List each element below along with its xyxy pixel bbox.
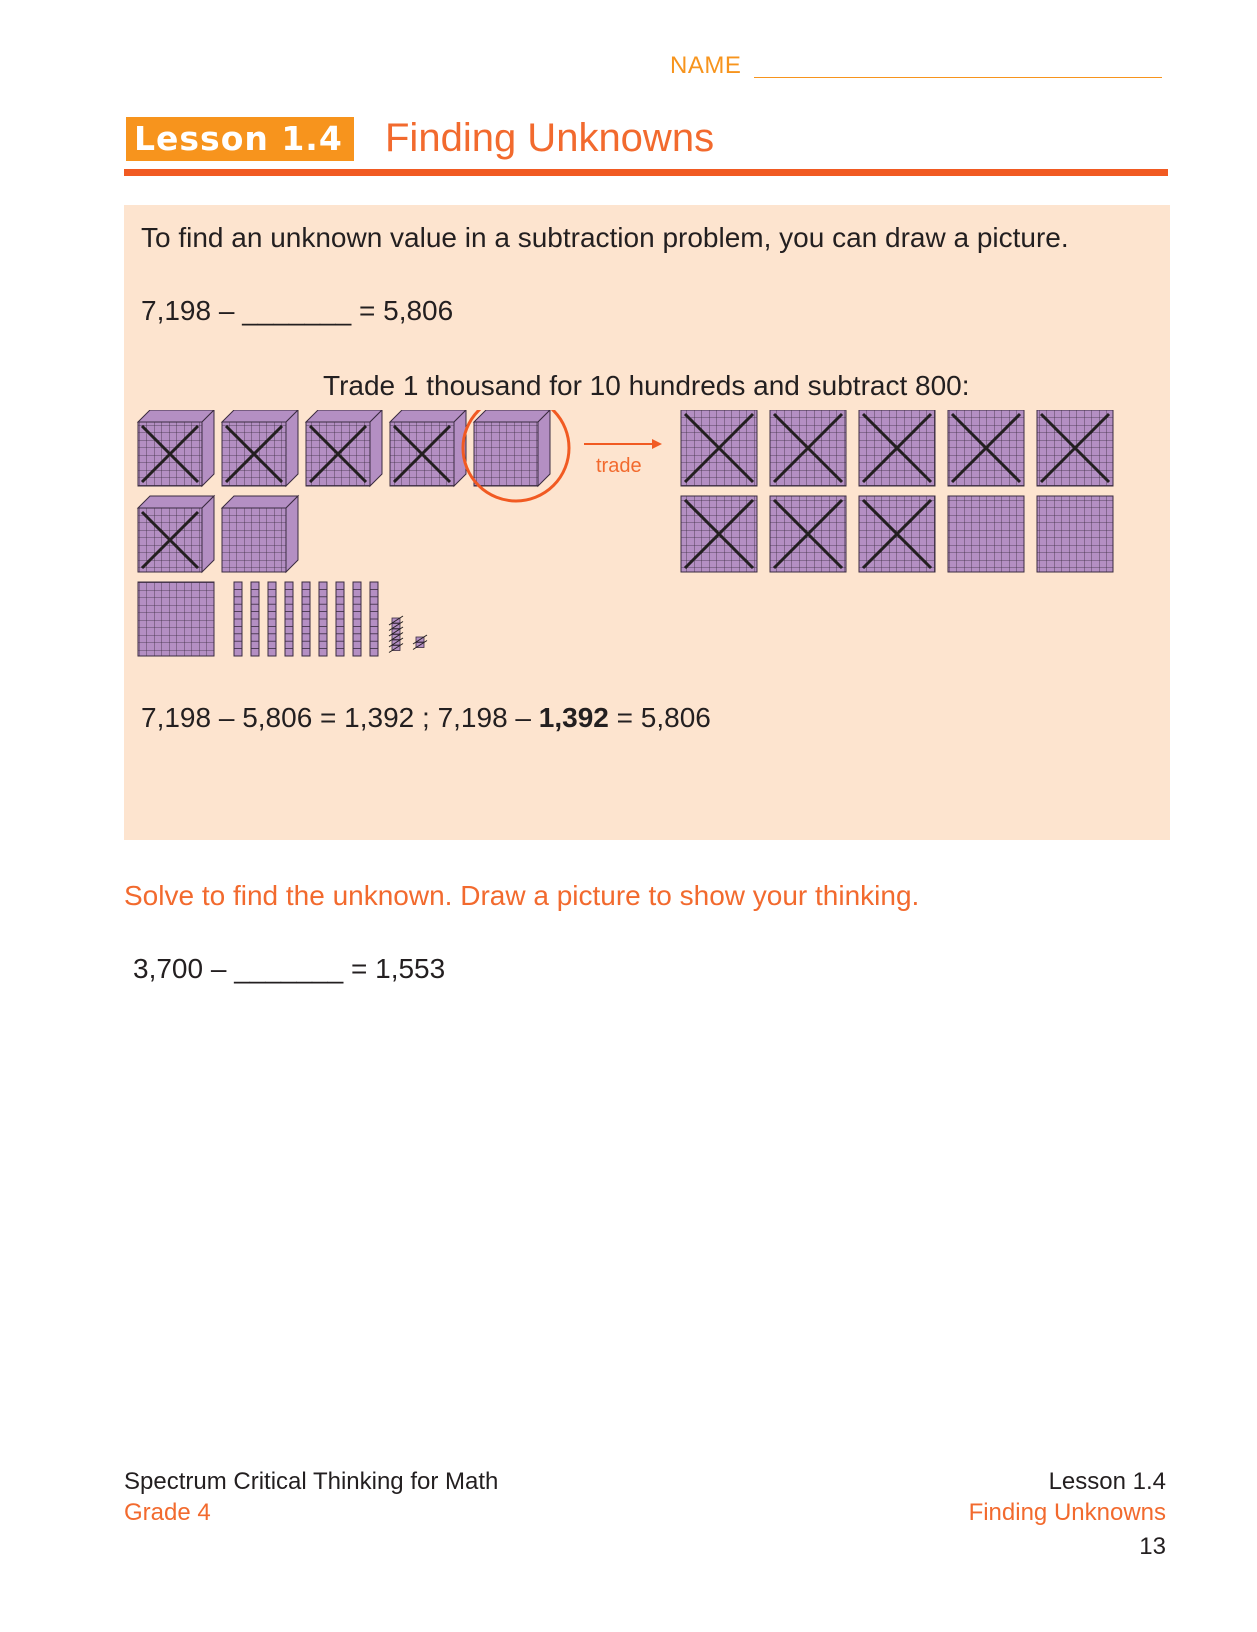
unit-cube [388, 626, 404, 637]
ten-rod [352, 581, 362, 657]
footer-topic: Finding Unknowns [968, 1499, 1166, 1526]
name-field[interactable] [754, 77, 1162, 78]
lesson-title: Finding Unknowns [385, 116, 715, 160]
unit-cube [388, 643, 404, 653]
hundred-flat [858, 495, 936, 573]
hundred-flat [1036, 495, 1114, 573]
unit-cube [388, 637, 404, 648]
footer-book-title: Spectrum Critical Thinking for Math [124, 1468, 499, 1495]
example-problem: 7,198 – _______ = 5,806 [141, 295, 454, 326]
hundred-flat [947, 410, 1025, 487]
unit-cube [388, 615, 404, 626]
lesson-badge: Lesson 1.4 [126, 117, 354, 161]
answer-part-2: = 5,806 [608, 702, 711, 733]
ten-rod [369, 581, 379, 657]
thousand-cube [472, 410, 551, 488]
thousand-cube [220, 410, 299, 488]
thousand-cube [388, 410, 467, 488]
ten-rod [318, 581, 328, 657]
example-answer: 7,198 – 5,806 = 1,392 ; 7,198 – 1,392 = … [141, 700, 711, 736]
ten-rod [301, 581, 311, 657]
ten-rod [250, 581, 260, 657]
unit-cube [412, 640, 428, 650]
example-intro: To find an unknown value in a subtractio… [141, 222, 1069, 253]
ten-rod [284, 581, 294, 657]
hundred-flat [680, 410, 758, 487]
trade-label: trade [596, 455, 642, 477]
ten-rod [335, 581, 345, 657]
hundred-flat [769, 495, 847, 573]
name-label: NAME [670, 52, 742, 79]
exercise-instruction: Solve to find the unknown. Draw a pictur… [124, 880, 920, 911]
hundred-flat [1036, 410, 1114, 487]
hundred-flat [769, 410, 847, 487]
hundred-flat [680, 495, 758, 573]
footer-grade: Grade 4 [124, 1499, 211, 1526]
answer-unknown: 1,392 [538, 702, 609, 733]
thousand-cube [136, 410, 215, 488]
unit-cube [388, 632, 404, 642]
title-rule [124, 169, 1168, 176]
unit-cube [412, 634, 428, 645]
hundred-flat [858, 410, 936, 487]
thousand-cube [220, 494, 300, 574]
trade-caption: Trade 1 thousand for 10 hundreds and sub… [323, 370, 970, 401]
page-number: 13 [1139, 1533, 1166, 1560]
ten-rod [233, 581, 243, 657]
base-ten-model: trade [136, 410, 1114, 657]
unit-cube [388, 621, 404, 631]
answer-part-1: 7,198 – 5,806 = 1,392 ; 7,198 – [141, 702, 539, 733]
trade-arrow [584, 439, 662, 449]
thousand-cube [136, 494, 216, 574]
footer-lesson: Lesson 1.4 [1048, 1468, 1166, 1495]
thousand-cube [304, 410, 383, 488]
trade-circle [461, 410, 571, 503]
hundred-flat [947, 495, 1025, 573]
ten-rod [267, 581, 277, 657]
hundred-flat-extra [137, 581, 215, 657]
exercise-problem[interactable]: 3,700 – _______ = 1,553 [133, 953, 446, 984]
